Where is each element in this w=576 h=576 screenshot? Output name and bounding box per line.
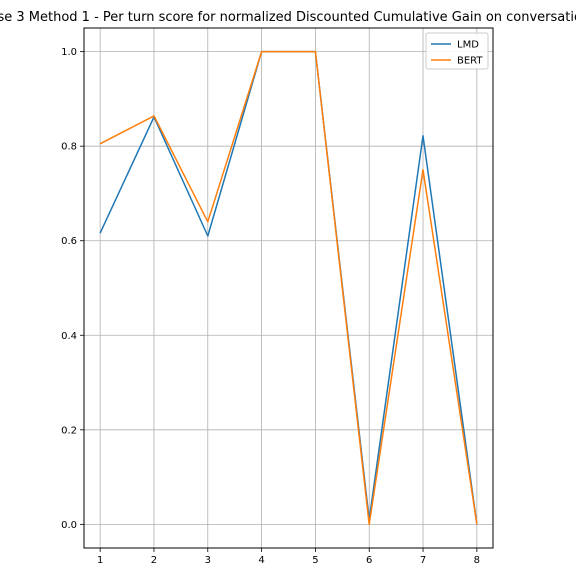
x-tick-label: 5 [312, 555, 318, 566]
y-tick-label: 0.2 [61, 425, 77, 436]
legend-label: LMD [457, 40, 479, 51]
y-tick-label: 0.0 [61, 520, 77, 531]
axis-ticks: 1 2 3 4 5 6 7 8 0.0 0.2 0.4 0.6 0.8 1.0 [61, 47, 480, 566]
x-tick-label: 4 [258, 555, 264, 566]
y-tick-label: 0.4 [61, 331, 77, 342]
legend: LMD BERT [425, 32, 489, 70]
y-tick-label: 1.0 [61, 47, 77, 58]
x-tick-label: 1 [97, 555, 103, 566]
grid [84, 28, 493, 548]
x-tick-label: 3 [205, 555, 211, 566]
x-tick-label: 6 [366, 555, 372, 566]
series-layer [99, 50, 478, 526]
x-tick-label: 2 [151, 555, 157, 566]
y-tick-label: 0.6 [61, 236, 77, 247]
y-tick-label: 0.8 [61, 142, 77, 153]
plot-area [83, 27, 494, 549]
legend-label: BERT [457, 56, 483, 67]
x-tick-label: 8 [474, 555, 480, 566]
x-tick-label: 7 [420, 555, 426, 566]
series-line-bert [99, 50, 478, 526]
chart-title: Phase 3 Method 1 - Per turn score for no… [0, 10, 576, 25]
